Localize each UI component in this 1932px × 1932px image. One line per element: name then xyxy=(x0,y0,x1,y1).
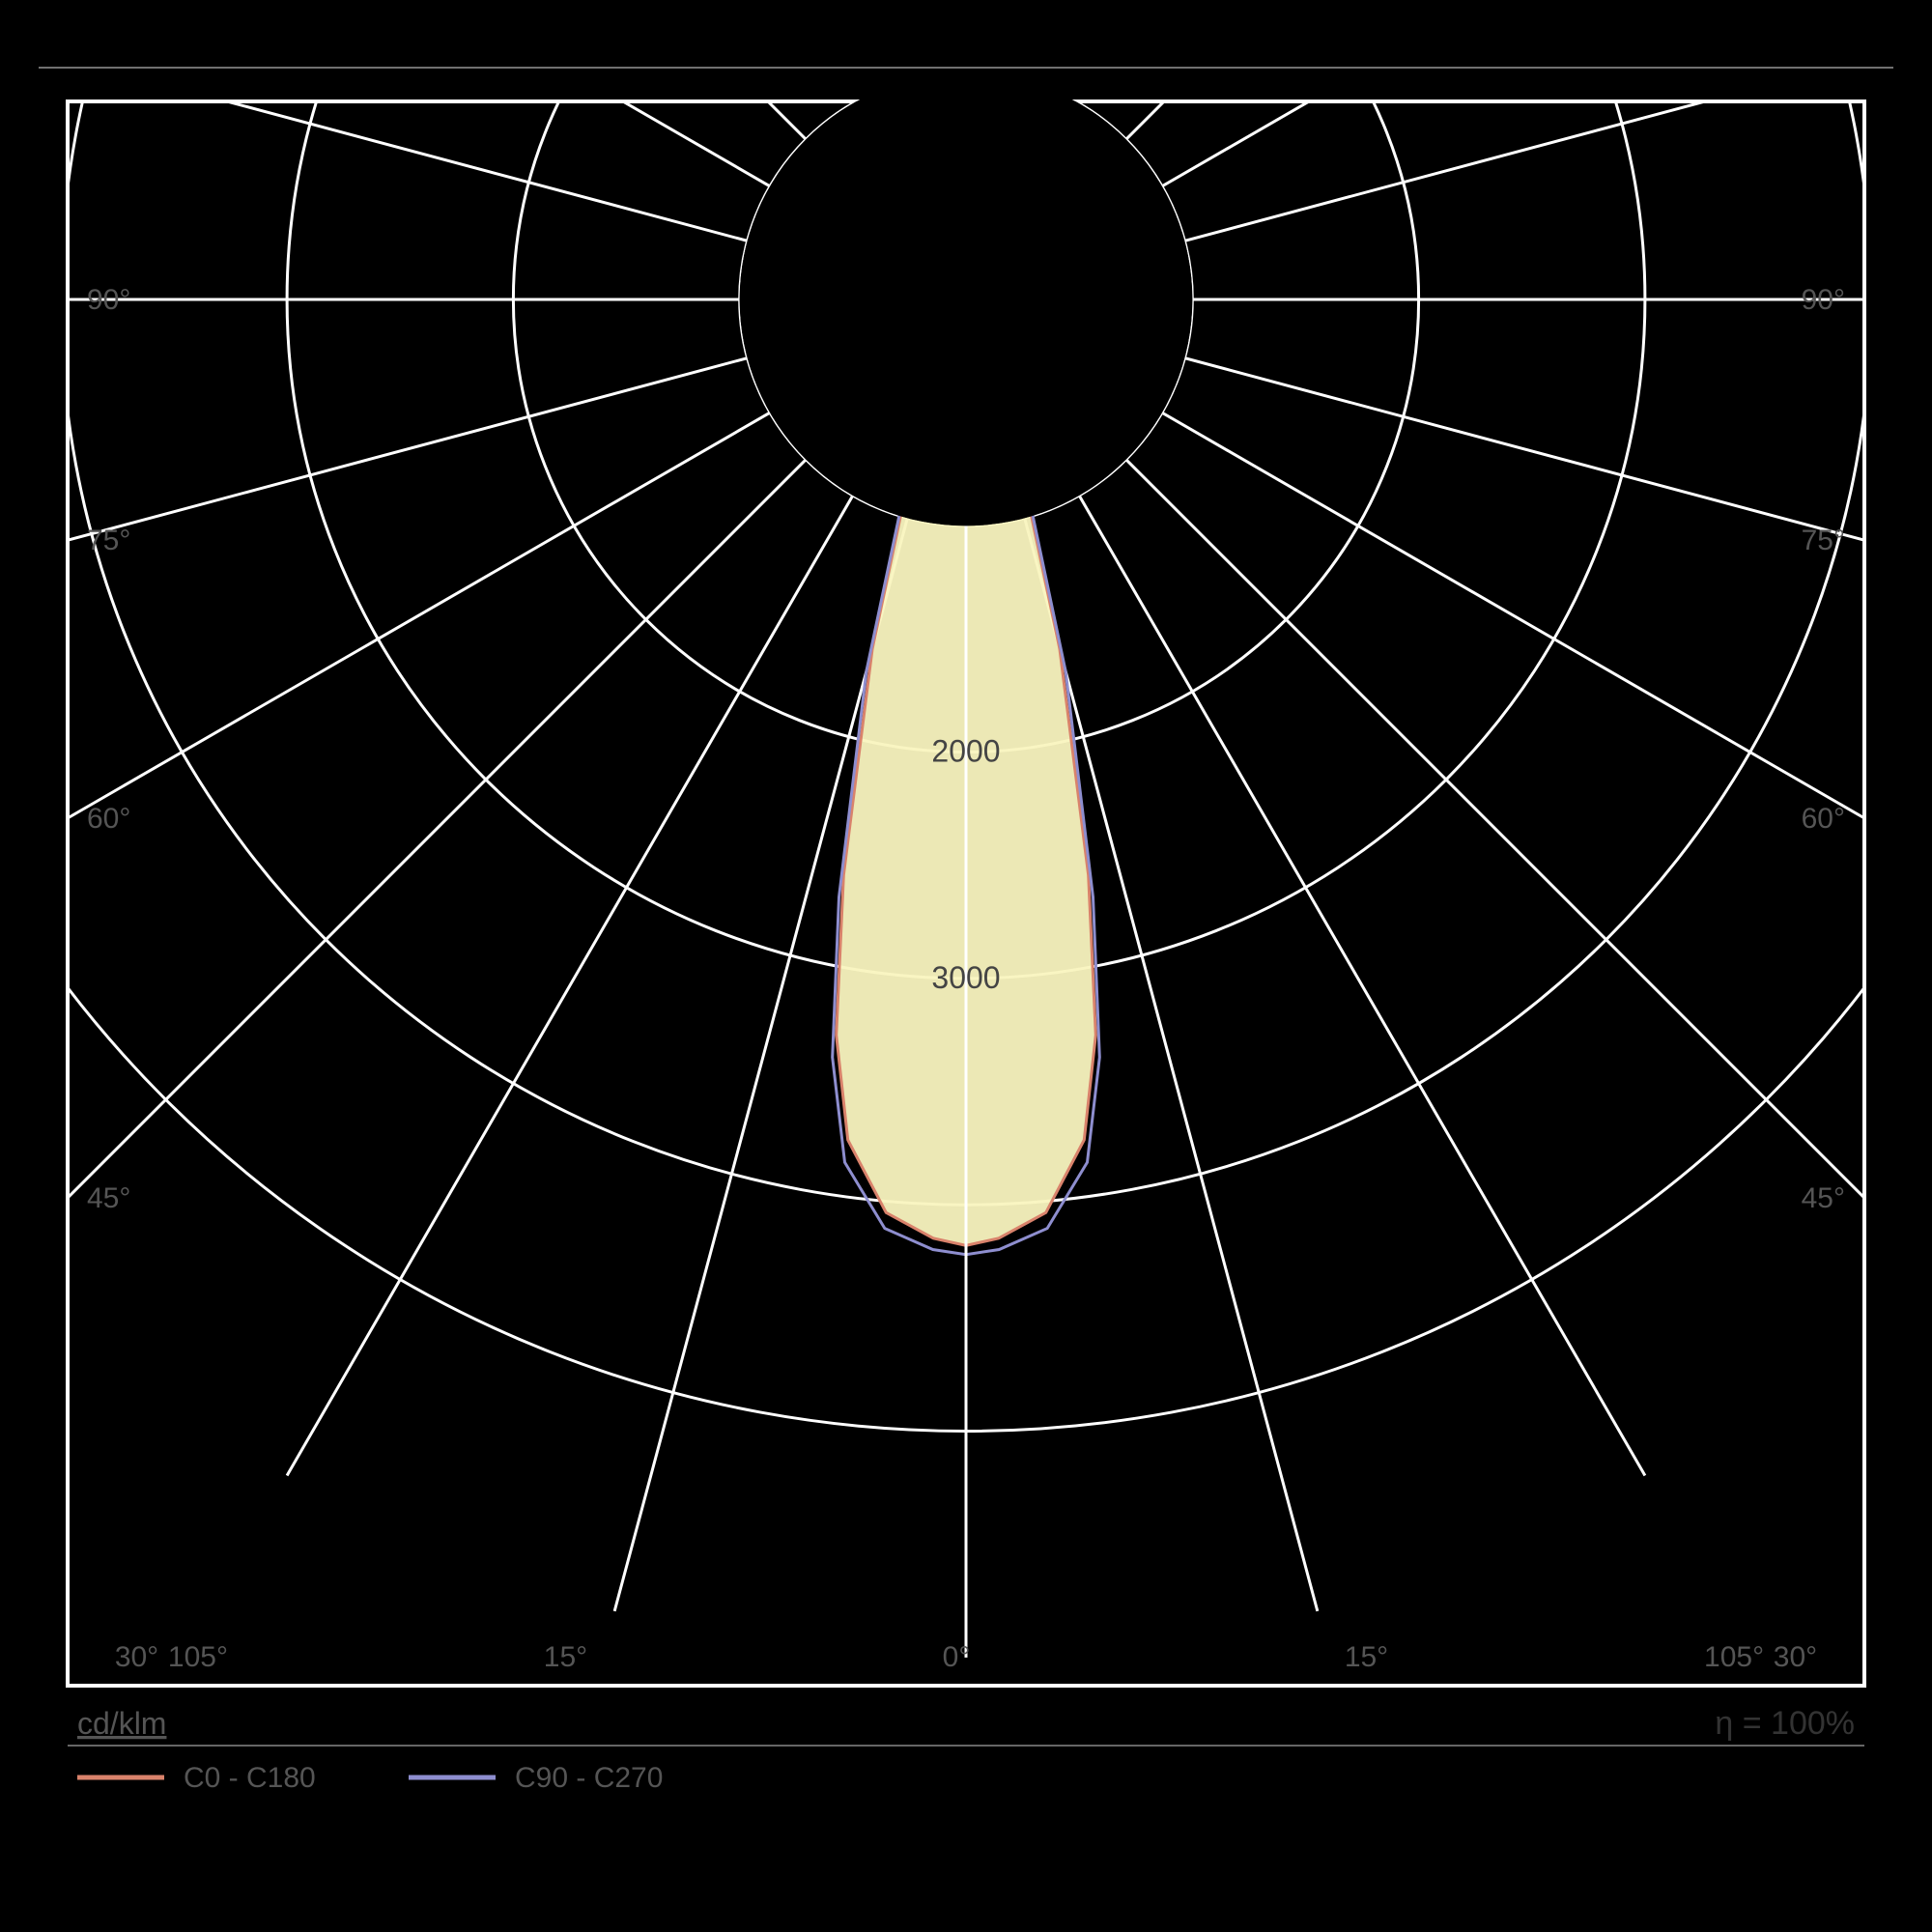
angle-label: 0° xyxy=(943,1641,971,1673)
angle-label: 105° xyxy=(168,1641,228,1673)
angle-label: 75° xyxy=(87,525,130,556)
ring-label: 2000 xyxy=(931,734,1000,769)
angle-label: 90° xyxy=(1802,284,1845,316)
angle-label: 30° xyxy=(1774,1641,1817,1673)
efficiency-label: η = 100% xyxy=(1715,1705,1855,1742)
center-mask-top xyxy=(740,73,1193,526)
legend-label: C90 - C270 xyxy=(515,1762,663,1794)
ring-label: 3000 xyxy=(931,960,1000,995)
unit-label: cd/klm xyxy=(77,1706,166,1741)
polar-chart-svg: 2000 3000 105° 90° 75° 60° 45° 30° 15° 0° 15° 30° 45… xyxy=(0,0,1932,1932)
angle-label: 105° xyxy=(1704,1641,1764,1673)
angle-label: 45° xyxy=(1802,1182,1845,1214)
angle-label: 15° xyxy=(544,1641,587,1673)
polar-chart-container: 2000 3000 105° 90° 75° 60° 45° 30° 15° 0° 15° 30° 45… xyxy=(0,0,1932,1932)
angle-label: 15° xyxy=(1345,1641,1388,1673)
angle-label: 60° xyxy=(1802,803,1845,835)
angle-label: 75° xyxy=(1802,525,1845,556)
legend-label: C0 - C180 xyxy=(184,1762,316,1794)
angle-label: 60° xyxy=(87,803,130,835)
angle-label: 90° xyxy=(87,284,130,316)
angle-label: 45° xyxy=(87,1182,130,1214)
angle-label: 30° xyxy=(115,1641,158,1673)
